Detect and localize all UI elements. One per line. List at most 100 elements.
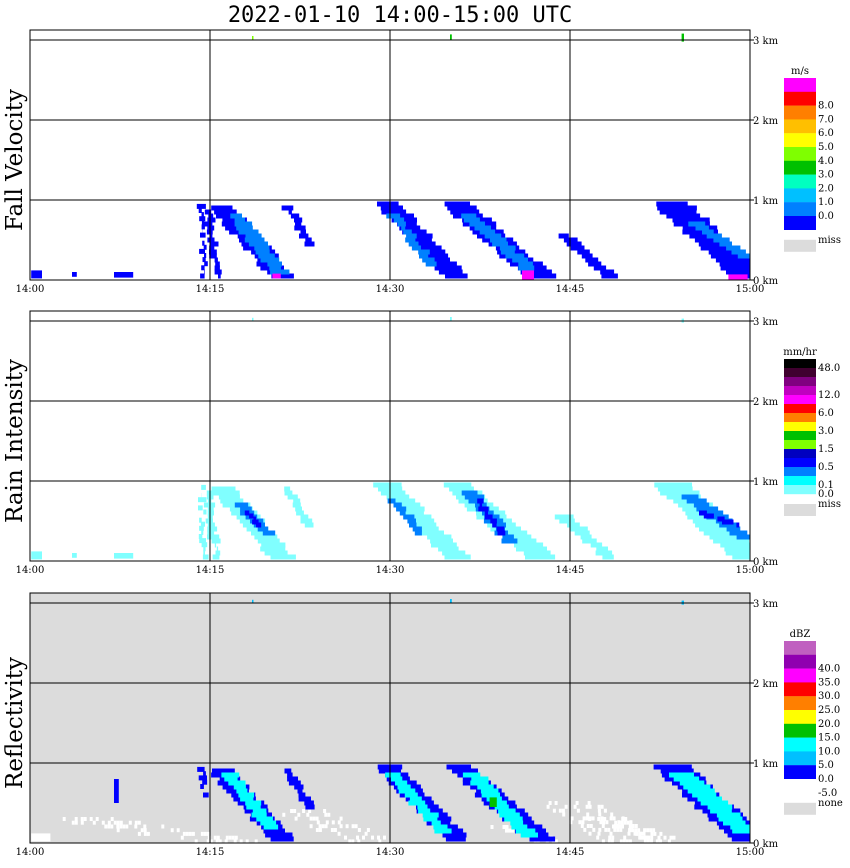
data-cell <box>194 839 198 844</box>
data-cell <box>257 526 269 532</box>
data-cell <box>399 225 421 231</box>
data-cell <box>228 780 246 786</box>
data-cell <box>260 257 280 263</box>
data-cell <box>423 816 438 822</box>
data-cell <box>391 498 416 504</box>
data-cell <box>700 800 729 806</box>
data-cell <box>422 812 439 818</box>
data-cell <box>612 824 615 829</box>
data-cell <box>681 494 699 500</box>
data-cell <box>201 265 205 271</box>
data-cell <box>548 801 552 805</box>
data-cell <box>218 273 221 279</box>
data-cell <box>444 554 471 560</box>
data-cell <box>204 261 208 267</box>
data-cell <box>586 812 590 817</box>
data-cell <box>373 482 402 488</box>
data-cell <box>211 538 221 544</box>
colorbar-bin <box>784 641 816 655</box>
data-cell <box>588 804 592 809</box>
data-cell <box>116 828 120 833</box>
panel-ylabel: Fall Velocity <box>2 89 28 231</box>
colorbar-label: 0.0 <box>818 489 834 500</box>
data-spot <box>72 272 77 277</box>
grid <box>30 311 750 561</box>
data-cell <box>611 835 615 840</box>
data-cell <box>431 820 441 826</box>
data-cell <box>643 828 647 833</box>
data-cell <box>710 253 748 259</box>
data-cell <box>573 804 577 809</box>
colorbar-bin <box>784 174 816 189</box>
data-cell <box>494 804 509 810</box>
data-cell <box>631 828 635 833</box>
data-cell <box>345 824 349 829</box>
x-tick-label: 14:15 <box>196 284 225 295</box>
data-cell <box>490 526 521 532</box>
data-cell <box>672 217 710 223</box>
data-cell <box>450 209 480 215</box>
data-cell <box>405 237 416 243</box>
data-cell <box>506 538 537 544</box>
data-spot <box>450 34 452 40</box>
data-cell <box>104 824 108 829</box>
data-cell <box>430 257 450 263</box>
data-cell <box>180 835 184 840</box>
data-cell <box>300 229 306 235</box>
data-cell <box>344 835 347 840</box>
data-cell <box>493 800 507 806</box>
data-cell <box>619 839 623 844</box>
data-cell <box>649 839 653 844</box>
data-cell <box>528 273 557 279</box>
data-cell <box>207 526 218 532</box>
data-cell <box>615 824 618 829</box>
data-cell <box>258 253 275 259</box>
data-cell <box>201 484 206 490</box>
fall-streak <box>699 510 740 528</box>
fall-streak <box>211 530 221 560</box>
data-cell <box>339 816 343 821</box>
data-spot <box>489 797 497 807</box>
data-cell <box>570 245 585 251</box>
data-cell <box>702 229 714 235</box>
fall-streak <box>558 233 618 279</box>
data-cell <box>505 825 509 829</box>
data-cell <box>377 835 380 840</box>
data-cell <box>143 824 147 829</box>
data-cell <box>600 804 604 809</box>
data-cell <box>411 245 421 251</box>
x-tick-label: 15:00 <box>736 565 765 576</box>
data-cell <box>669 835 673 840</box>
data-cell <box>404 792 418 798</box>
data-cell <box>210 233 213 239</box>
data-cell <box>715 257 750 263</box>
data-cell <box>697 796 722 802</box>
panel-ylabel: Reflectivity <box>2 657 28 789</box>
data-cell <box>713 237 730 243</box>
data-cell <box>694 237 730 243</box>
data-cell <box>650 831 654 836</box>
colorbar-bin <box>784 202 816 217</box>
colorbar-bin <box>784 440 816 450</box>
data-cell <box>397 221 406 227</box>
data-cell <box>646 839 650 844</box>
data-cell <box>408 241 419 247</box>
data-cell <box>262 530 276 536</box>
y-tick-label: 0 km <box>753 557 779 568</box>
colorbar-bin <box>784 422 816 432</box>
colorbar-bin <box>784 654 816 669</box>
data-cell <box>585 816 589 821</box>
data-cell <box>616 827 620 832</box>
data-cell <box>512 257 528 263</box>
colorbar-bin <box>784 395 816 405</box>
colorbar-bin <box>784 682 816 697</box>
data-cell <box>593 265 607 271</box>
data-cell <box>585 257 599 263</box>
data-cell <box>234 221 253 227</box>
data-cell <box>688 221 706 227</box>
colorbar-bin <box>784 188 816 203</box>
data-cell <box>267 261 282 267</box>
colorbar-label: 7.0 <box>818 114 834 125</box>
data-cell <box>628 828 632 833</box>
data-cell <box>480 788 499 794</box>
